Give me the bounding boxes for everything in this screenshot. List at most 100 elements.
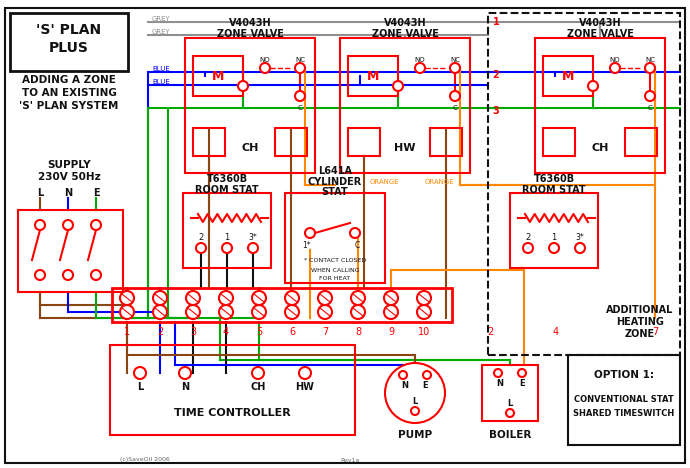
Text: V4043H: V4043H: [228, 18, 271, 28]
Text: E: E: [92, 188, 99, 198]
Text: ZONE: ZONE: [625, 329, 655, 339]
Circle shape: [450, 63, 460, 73]
Text: NO: NO: [610, 57, 620, 63]
Text: C: C: [453, 105, 457, 111]
Bar: [482, 365, 538, 421]
Bar: [543, 56, 593, 96]
Text: 7: 7: [322, 327, 328, 337]
Bar: [543, 128, 575, 156]
Text: 1: 1: [124, 327, 130, 337]
Bar: [625, 128, 657, 156]
Text: Rev1a: Rev1a: [340, 458, 359, 462]
Text: NO: NO: [259, 57, 270, 63]
Text: NC: NC: [645, 57, 655, 63]
Circle shape: [260, 63, 270, 73]
Text: 2: 2: [157, 327, 163, 337]
Text: 3: 3: [190, 327, 196, 337]
Text: M: M: [367, 70, 380, 82]
Text: C: C: [648, 105, 652, 111]
Circle shape: [411, 407, 419, 415]
Text: PLUS: PLUS: [49, 41, 89, 55]
Circle shape: [219, 305, 233, 319]
Circle shape: [423, 371, 431, 379]
Circle shape: [91, 270, 101, 280]
Text: E: E: [422, 380, 428, 389]
Circle shape: [518, 369, 526, 377]
Text: 4: 4: [223, 327, 229, 337]
Text: (c)SaveOil 2006: (c)SaveOil 2006: [120, 458, 170, 462]
Text: WHEN CALLING: WHEN CALLING: [310, 268, 359, 272]
Text: OPTION 1:: OPTION 1:: [594, 370, 654, 380]
Circle shape: [120, 305, 134, 319]
Circle shape: [318, 305, 332, 319]
Text: 6: 6: [289, 327, 295, 337]
Text: 10: 10: [418, 327, 430, 337]
Bar: [340, 38, 470, 173]
Circle shape: [285, 291, 299, 305]
Bar: [488, 13, 680, 355]
Text: C: C: [297, 105, 302, 111]
Text: STAT: STAT: [322, 187, 348, 197]
Bar: [568, 355, 680, 445]
Circle shape: [295, 63, 305, 73]
Circle shape: [450, 91, 460, 101]
Circle shape: [393, 81, 403, 91]
Circle shape: [610, 63, 620, 73]
Text: 2: 2: [199, 234, 204, 242]
Circle shape: [186, 291, 200, 305]
Circle shape: [384, 305, 398, 319]
Circle shape: [153, 291, 167, 305]
Text: 9: 9: [388, 327, 394, 337]
Circle shape: [645, 63, 655, 73]
Text: V4043H: V4043H: [384, 18, 426, 28]
Text: FOR HEAT: FOR HEAT: [319, 277, 351, 281]
Text: N: N: [64, 188, 72, 198]
Text: NC: NC: [295, 57, 305, 63]
Text: ROOM STAT: ROOM STAT: [522, 185, 586, 195]
Text: T6360B: T6360B: [206, 174, 248, 184]
Text: ZONE VALVE: ZONE VALVE: [371, 29, 438, 39]
Bar: [285, 193, 385, 283]
Text: 3: 3: [493, 106, 500, 116]
Text: GREY: GREY: [152, 16, 170, 22]
Text: M: M: [562, 70, 574, 82]
Bar: [183, 193, 271, 268]
Circle shape: [506, 409, 514, 417]
Text: SUPPLY: SUPPLY: [47, 160, 91, 170]
Circle shape: [63, 220, 73, 230]
Circle shape: [153, 305, 167, 319]
Bar: [112, 288, 452, 322]
Circle shape: [134, 367, 146, 379]
Text: CONVENTIONAL STAT: CONVENTIONAL STAT: [574, 395, 674, 404]
Circle shape: [575, 243, 585, 253]
Text: N: N: [402, 380, 408, 389]
Circle shape: [415, 63, 425, 73]
Text: N: N: [181, 382, 189, 392]
Circle shape: [417, 291, 431, 305]
Circle shape: [35, 220, 45, 230]
Circle shape: [252, 291, 266, 305]
Circle shape: [219, 291, 233, 305]
Bar: [185, 38, 315, 173]
Text: ADDITIONAL: ADDITIONAL: [607, 305, 673, 315]
Bar: [193, 128, 225, 156]
Circle shape: [351, 291, 365, 305]
Text: CH: CH: [241, 143, 259, 153]
Text: 'S' PLAN SYSTEM: 'S' PLAN SYSTEM: [19, 101, 119, 111]
Text: ORANGE: ORANGE: [370, 179, 400, 185]
Bar: [193, 56, 243, 96]
Bar: [110, 345, 355, 435]
Text: 230V 50Hz: 230V 50Hz: [38, 172, 100, 182]
Circle shape: [35, 270, 45, 280]
Circle shape: [299, 367, 311, 379]
Text: N: N: [497, 379, 504, 388]
Text: 3*: 3*: [575, 234, 584, 242]
Text: * CONTACT CLOSED: * CONTACT CLOSED: [304, 258, 366, 263]
Circle shape: [238, 81, 248, 91]
Text: CH: CH: [591, 143, 609, 153]
Text: L: L: [507, 398, 513, 408]
Circle shape: [549, 243, 559, 253]
Circle shape: [222, 243, 232, 253]
Text: ROOM STAT: ROOM STAT: [195, 185, 259, 195]
Bar: [10, 13, 128, 71]
